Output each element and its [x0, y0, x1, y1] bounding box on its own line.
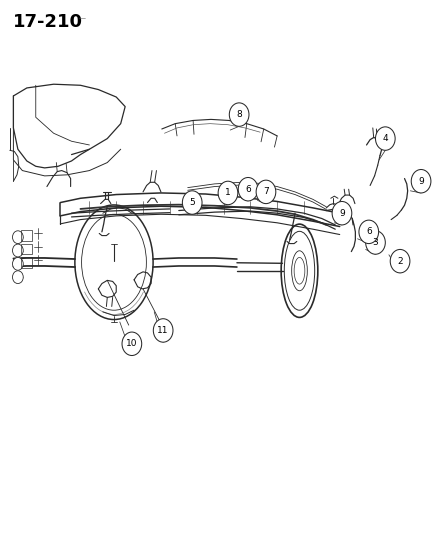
Text: 9: 9 — [339, 209, 345, 217]
Text: 5: 5 — [190, 198, 195, 207]
Circle shape — [359, 220, 379, 244]
Text: 11: 11 — [157, 326, 169, 335]
Bar — [21, 244, 32, 254]
Circle shape — [375, 127, 395, 150]
Bar — [21, 257, 32, 268]
Text: 6: 6 — [366, 228, 371, 236]
Text: 17-210: 17-210 — [13, 13, 84, 31]
Bar — [21, 230, 32, 241]
Text: 6: 6 — [245, 185, 251, 193]
Circle shape — [238, 177, 258, 201]
Text: 7: 7 — [263, 188, 269, 196]
Circle shape — [13, 271, 23, 284]
Text: 10: 10 — [126, 340, 138, 348]
Text: 1: 1 — [225, 189, 231, 197]
Text: 4: 4 — [383, 134, 388, 143]
Text: 2: 2 — [397, 257, 403, 265]
Text: 3: 3 — [373, 238, 378, 247]
Circle shape — [256, 180, 276, 204]
Circle shape — [153, 319, 173, 342]
Text: —: — — [78, 15, 85, 21]
Text: 8: 8 — [236, 110, 242, 119]
Circle shape — [13, 244, 23, 257]
Circle shape — [182, 191, 202, 214]
Circle shape — [218, 181, 238, 205]
Text: 9: 9 — [418, 177, 424, 185]
Circle shape — [122, 332, 142, 356]
Circle shape — [332, 201, 352, 225]
Circle shape — [411, 169, 431, 193]
Circle shape — [229, 103, 249, 126]
Circle shape — [390, 249, 410, 273]
Circle shape — [13, 257, 23, 270]
Circle shape — [366, 231, 385, 254]
Circle shape — [13, 231, 23, 244]
